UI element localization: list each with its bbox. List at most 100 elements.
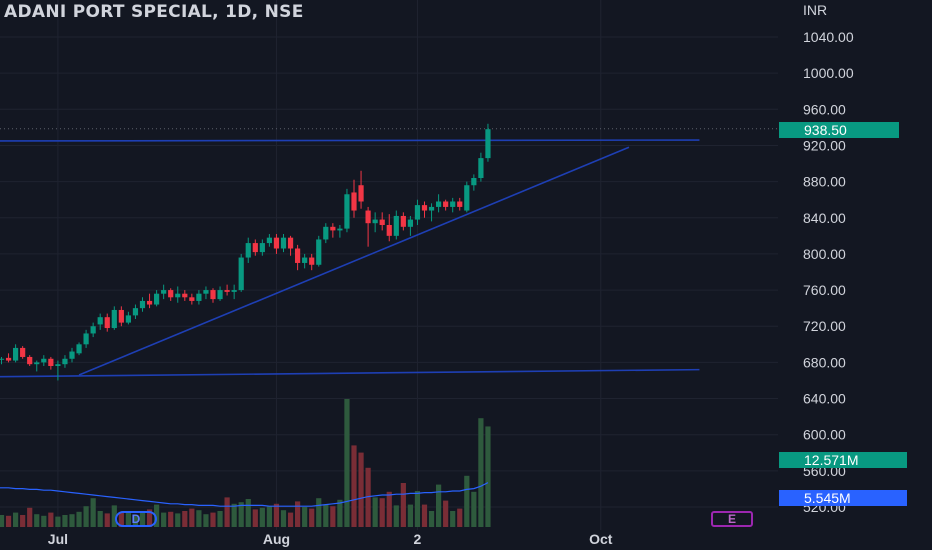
symbol-title: ADANI PORT SPECIAL, 1D, NSE [4, 2, 304, 22]
volume-bar [421, 504, 428, 527]
volume-bar [76, 511, 82, 527]
volume-bar [83, 506, 89, 527]
y-tick-label: 880.00 [803, 174, 846, 190]
candle-body [245, 243, 251, 258]
last-price-badge: 938.50 [779, 122, 899, 138]
volume-bar [337, 499, 343, 527]
volume-bar [203, 514, 209, 527]
earnings-marker[interactable]: E [711, 511, 753, 527]
candle-body [5, 357, 12, 361]
volume-bar [330, 506, 336, 527]
volume-bar [273, 503, 280, 527]
volume-bar [245, 499, 251, 527]
y-tick-label: 800.00 [803, 246, 846, 262]
volume-bar [372, 497, 378, 527]
candle-body [20, 347, 26, 357]
candle-body [365, 210, 371, 224]
candle-body [379, 219, 385, 225]
volume-ma-badge: 5.545M [779, 490, 907, 506]
volume-bar [259, 507, 265, 527]
volume-bar [266, 506, 272, 527]
volume-bar [379, 498, 385, 527]
volume-bar [287, 512, 294, 527]
volume-bar [407, 504, 413, 527]
volume-bar [168, 511, 174, 527]
volume-bar [182, 511, 188, 527]
volume-bar [365, 467, 371, 527]
candle-body [13, 347, 19, 361]
y-tick-label: 960.00 [803, 101, 846, 117]
volume-bar [464, 475, 470, 527]
candle-body [287, 237, 294, 249]
volume-bar [414, 491, 421, 527]
volume-bar [295, 501, 301, 527]
trendline-support [0, 368, 700, 378]
trendline-rising [78, 146, 630, 376]
volume-bar [217, 511, 223, 527]
volume-bar [48, 512, 54, 527]
x-tick-label: Jul [48, 531, 68, 547]
volume-bar [196, 510, 202, 527]
candle-body [259, 243, 265, 253]
volume-bar [189, 508, 195, 527]
candle-body [316, 239, 322, 265]
candle-body [436, 201, 442, 207]
volume-bar [55, 516, 61, 527]
volume-bar [20, 515, 26, 527]
volume-bar [485, 426, 491, 527]
volume-bar [400, 483, 406, 527]
candle-body [62, 358, 68, 365]
volume-bar [27, 507, 33, 527]
candle-body [358, 185, 364, 202]
x-tick-label: Aug [263, 531, 290, 547]
volume-bar [224, 497, 230, 527]
volume-bar [358, 452, 364, 527]
volume-bar [231, 503, 237, 527]
candle-body [478, 158, 484, 178]
candle-body [393, 215, 399, 236]
volume-bar [13, 512, 19, 527]
candle-body [344, 194, 350, 229]
volume-bar [62, 515, 68, 527]
candle-body [252, 243, 258, 253]
volume-bar [436, 484, 442, 527]
volume-bar [5, 515, 12, 527]
volume-ma-line [0, 482, 489, 507]
candle-body [111, 309, 117, 329]
candle-body [154, 293, 160, 305]
volume-bar [34, 514, 40, 527]
candle-body [0, 358, 5, 360]
candle-body [34, 362, 40, 365]
candle-body [41, 358, 47, 363]
candle-body [351, 192, 357, 211]
y-tick-label: 680.00 [803, 354, 846, 370]
dividend-marker[interactable]: D [115, 511, 157, 527]
candle-body [90, 326, 96, 334]
candle-body [386, 225, 392, 236]
candle-body [428, 206, 435, 211]
volume-bar [302, 507, 308, 527]
volume-bar [90, 498, 96, 527]
candle-body [55, 364, 61, 366]
candle-body [196, 293, 202, 301]
candle-body [337, 228, 343, 231]
y-tick-label: 1000.00 [803, 65, 854, 81]
volume-badge: 12.571M [779, 452, 907, 468]
candle-body [175, 293, 181, 298]
volume-bar [111, 505, 117, 527]
volume-bar [280, 510, 287, 527]
volume-bar [323, 504, 329, 527]
candle-body [104, 317, 110, 329]
volume-bar [386, 491, 392, 527]
candle-body [309, 257, 315, 265]
candle-body [400, 215, 406, 227]
volume-bar [0, 515, 5, 527]
candle-body [189, 297, 195, 301]
trendline-resistance [0, 139, 700, 142]
volume-bar [175, 513, 181, 527]
volume-bar [351, 445, 357, 527]
volume-bar [104, 513, 110, 527]
candle-body [83, 333, 89, 345]
candle-body [407, 219, 413, 227]
